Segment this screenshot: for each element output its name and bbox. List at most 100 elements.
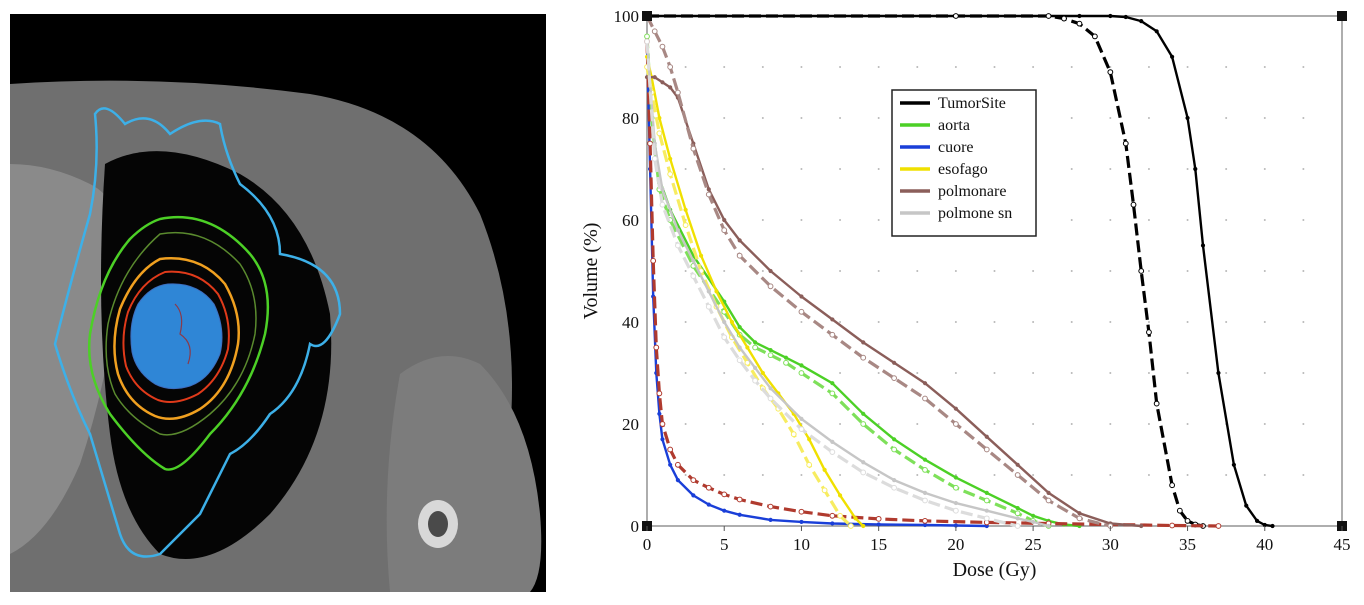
y-tick-label: 100	[614, 7, 640, 26]
data-point	[983, 515, 990, 522]
data-point	[659, 201, 666, 208]
data-point	[691, 258, 696, 263]
data-point	[922, 497, 928, 504]
data-point	[922, 457, 928, 462]
data-point	[644, 38, 650, 45]
grid-dot	[1186, 372, 1189, 374]
grid-dot	[839, 270, 842, 272]
grid-dot	[684, 474, 687, 476]
data-point	[1138, 268, 1145, 274]
data-point	[1123, 14, 1128, 20]
data-point	[806, 461, 813, 468]
data-point	[644, 33, 650, 40]
data-point	[798, 370, 805, 376]
legend-label: cuore	[938, 139, 974, 156]
grid-dot	[954, 372, 957, 374]
corner-marker	[642, 11, 652, 21]
data-point	[875, 515, 882, 522]
grid-dot	[993, 423, 996, 425]
grid-dot	[877, 66, 880, 68]
grid-dot	[1186, 474, 1189, 476]
data-point	[650, 257, 657, 264]
data-point	[705, 303, 712, 310]
grid-dot	[1147, 372, 1150, 374]
grid-dot	[723, 423, 726, 425]
grid-dot	[723, 372, 726, 374]
data-point	[651, 155, 658, 162]
series-line-polmone-sn-dashed	[645, 41, 1019, 528]
data-point	[736, 357, 743, 364]
data-point	[1231, 462, 1236, 467]
grid-dot	[723, 474, 726, 476]
data-point	[1154, 29, 1159, 34]
grid-dot	[1070, 474, 1073, 476]
grid-dot	[723, 168, 726, 170]
grid-dot	[916, 321, 919, 323]
data-point	[652, 75, 657, 80]
data-point	[984, 490, 989, 495]
legend-label: polmonare	[938, 183, 1006, 200]
data-point	[837, 512, 843, 519]
data-point	[1031, 519, 1036, 525]
grid-dot	[877, 321, 880, 323]
data-point	[783, 355, 789, 360]
data-point	[922, 518, 928, 524]
legend: TumorSite aorta cuore esofago polmonare polmo…	[891, 89, 1037, 237]
data-point	[729, 319, 735, 325]
data-point	[1130, 201, 1137, 208]
grid-dot	[761, 270, 764, 272]
data-point	[667, 64, 674, 70]
data-point	[1193, 166, 1198, 172]
tumor-inner-contour	[174, 303, 191, 365]
data-point	[1146, 329, 1152, 336]
grid-dot	[684, 321, 687, 323]
dvh-chart: 0 5 10 15 20 25 30 35 40 45 0 20 40 60 80 100 Dose (Gy)…	[570, 0, 1364, 600]
grid-dot	[1186, 321, 1189, 323]
data-point	[953, 475, 958, 480]
data-point	[829, 449, 836, 455]
data-point	[1176, 507, 1183, 514]
data-point	[798, 308, 805, 315]
data-point	[953, 500, 958, 506]
data-point	[768, 386, 773, 391]
grid-dot	[1032, 270, 1035, 272]
data-point	[659, 421, 666, 427]
data-point	[984, 434, 989, 439]
data-point	[1153, 400, 1160, 407]
grid-dot	[877, 117, 880, 119]
data-point	[705, 191, 712, 198]
grid-dot	[1109, 474, 1112, 476]
data-point	[1014, 472, 1021, 478]
data-point	[830, 381, 835, 386]
x-tick-label: 20	[947, 535, 964, 554]
data-point	[668, 462, 673, 467]
data-point	[737, 345, 742, 350]
grid-dot	[800, 474, 803, 476]
data-point	[983, 446, 990, 453]
data-point	[1031, 513, 1036, 518]
grid-dot	[1263, 168, 1266, 170]
grid-dot	[1186, 168, 1189, 170]
grid-dot	[993, 270, 996, 272]
data-point	[1185, 115, 1190, 121]
data-point	[830, 439, 835, 444]
grid-dot	[1302, 117, 1305, 119]
data-point	[657, 411, 662, 416]
dvh-chart-panel: 0 5 10 15 20 25 30 35 40 45 0 20 40 60 80 100 Dose (Gy)…	[570, 0, 1364, 600]
x-tick-label: 45	[1334, 535, 1351, 554]
grid-dot	[839, 372, 842, 374]
grid-dot	[1032, 66, 1035, 68]
grid-dot	[839, 474, 842, 476]
data-point	[721, 334, 728, 341]
isodose-contour-darkgreen	[105, 231, 257, 436]
data-point	[706, 289, 711, 294]
data-point	[674, 242, 681, 249]
data-point	[736, 496, 743, 503]
data-point	[1076, 20, 1083, 27]
data-point	[675, 478, 680, 483]
data-point	[653, 344, 660, 351]
data-point	[860, 421, 867, 427]
data-point	[861, 411, 866, 416]
ct-image-panel	[10, 14, 546, 593]
data-point	[675, 228, 680, 233]
